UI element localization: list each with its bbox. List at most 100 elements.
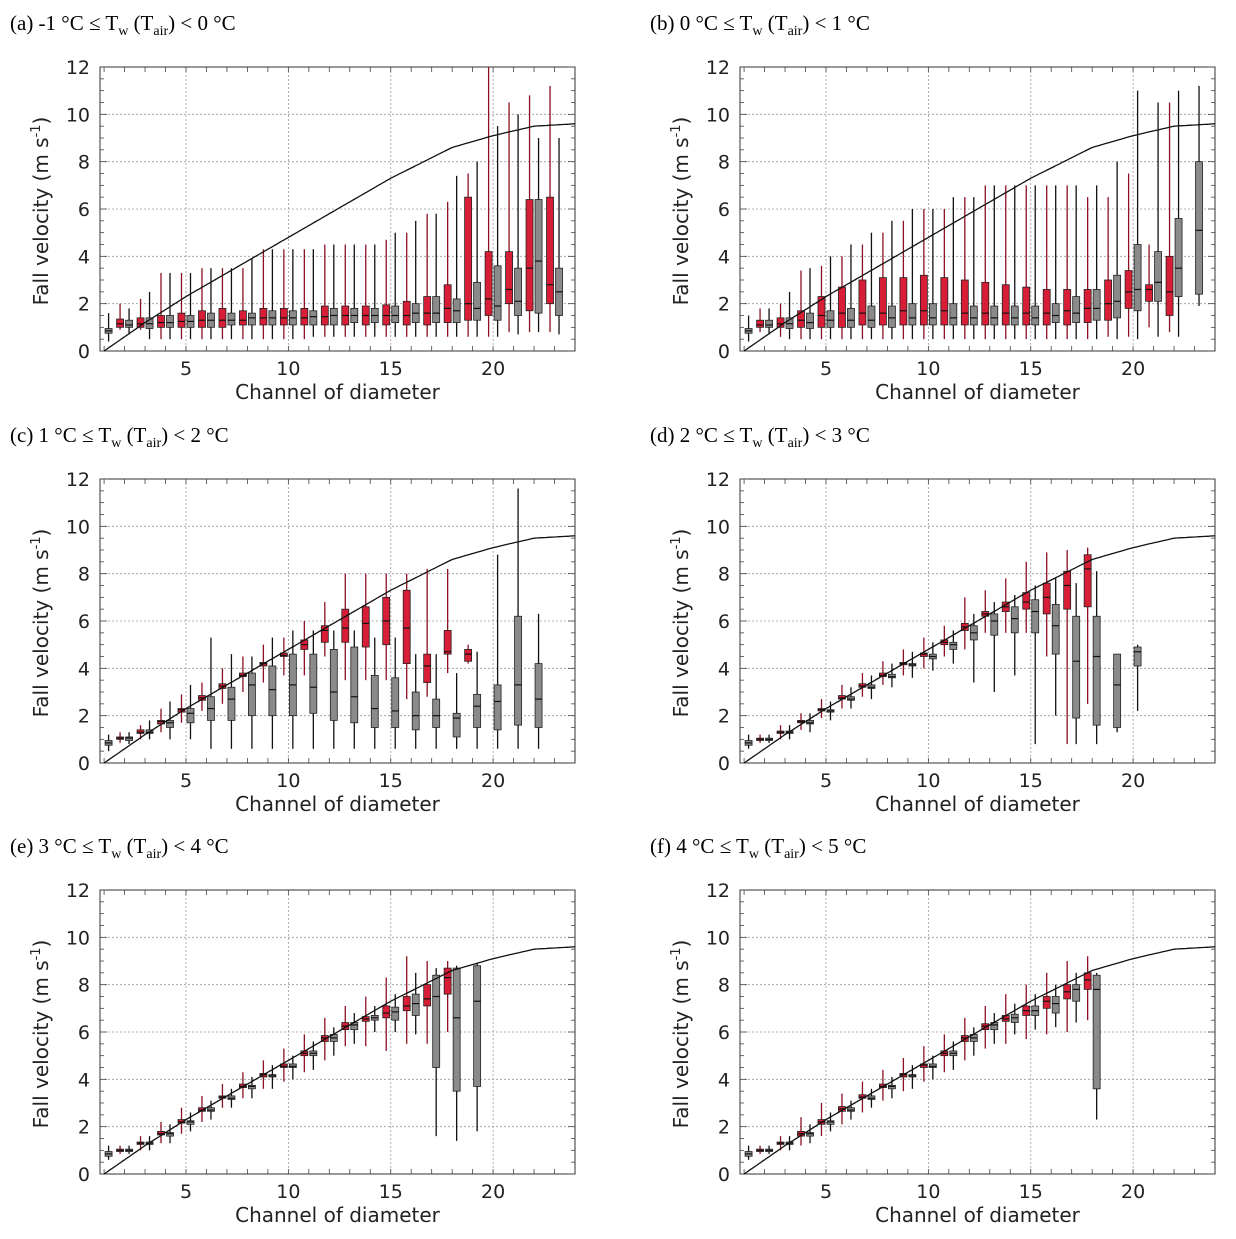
red-box: [525, 199, 534, 312]
panel-title-prefix: (a) -1 °C ≤ T: [10, 11, 118, 35]
panel-title: (c) 1 °C ≤ Tw (Tair) < 2 °C: [10, 423, 229, 451]
y-tick-label: 4: [78, 658, 90, 680]
y-tick-label: 6: [718, 611, 730, 633]
gray-box: [370, 675, 379, 728]
gray-box: [473, 693, 482, 728]
red-box: [361, 606, 370, 648]
y-tick-label: 4: [78, 246, 90, 268]
x-axis-label: Channel of diameter: [875, 1203, 1081, 1227]
gray-box: [514, 615, 522, 726]
panel-title-suffix: ) < 1 °C: [802, 11, 870, 35]
y-axis-label-exponent: -1: [669, 947, 684, 960]
y-tick-label: 8: [78, 975, 90, 997]
red-box: [1145, 284, 1153, 302]
x-tick-label: 20: [1121, 770, 1145, 792]
gray-box: [534, 663, 543, 728]
red-box: [1104, 279, 1113, 321]
y-tick-label: 4: [718, 1069, 730, 1091]
red-box: [218, 307, 227, 328]
y-tick-label: 10: [706, 927, 730, 949]
red-box: [1001, 284, 1010, 326]
y-tick-label: 2: [718, 294, 730, 316]
red-box: [1063, 570, 1072, 610]
y-axis-label-close: ): [669, 117, 693, 125]
gray-box: [350, 646, 359, 724]
y-tick-label: 2: [78, 1117, 90, 1139]
panel-a: (a) -1 °C ≤ Tw (Tair) < 0 °C 0 2 4 6 8 10 12 5 10…: [10, 11, 576, 404]
gray-box: [227, 686, 236, 721]
panel-title-suffix: ) < 0 °C: [168, 11, 236, 35]
panel-title-sub-w: w: [111, 436, 122, 451]
panel-title-sub-w: w: [752, 436, 763, 451]
y-tick-label: 4: [78, 1069, 90, 1091]
panel-f: (f) 4 °C ≤ Tw (Tair) < 5 °C 0 2 4 6 8 10 12 5 10 1…: [650, 834, 1216, 1227]
gray-box: [928, 303, 937, 326]
y-tick-label: 8: [718, 564, 730, 586]
y-axis-label: Fall velocity (m s-1): [669, 940, 693, 1129]
panel-d: (d) 2 °C ≤ Tw (Tair) < 3 °C 0 2 4 6 8 10 12 5 10 1…: [650, 423, 1216, 816]
red-box: [919, 274, 928, 326]
gray-box: [166, 720, 174, 728]
y-axis-label: Fall velocity (m s-1): [669, 117, 693, 306]
gray-box: [1174, 218, 1183, 297]
gray-box: [908, 303, 917, 326]
gray-box: [1072, 296, 1081, 324]
y-tick-label: 10: [706, 516, 730, 538]
panel-title-sub-w: w: [749, 847, 760, 862]
red-box: [1022, 286, 1031, 326]
x-tick-label: 5: [820, 1181, 832, 1203]
gray-box: [1133, 244, 1142, 312]
panel-title: (b) 0 °C ≤ Tw (Tair) < 1 °C: [650, 11, 870, 39]
panel-title-sub-w: w: [111, 847, 122, 862]
x-tick-label: 10: [276, 1181, 300, 1203]
red-box: [1165, 255, 1174, 316]
reference-curve: [743, 535, 1216, 764]
red-box: [858, 279, 867, 326]
panel-c: (c) 1 °C ≤ Tw (Tair) < 2 °C 0 2 4 6 8 10 12 5 10 1…: [10, 423, 576, 816]
y-axis-label: Fall velocity (m s-1): [29, 529, 53, 718]
red-box: [279, 307, 288, 326]
red-box: [320, 305, 329, 326]
y-tick-label: 10: [66, 104, 90, 126]
x-tick-label: 10: [916, 770, 940, 792]
red-box: [505, 251, 513, 305]
y-axis-label-main: Fall velocity (m s: [29, 960, 53, 1128]
y-tick-label: 6: [78, 611, 90, 633]
panel-title-sub-w: w: [752, 24, 763, 39]
y-tick-label: 12: [66, 469, 90, 491]
panel-title-sub-air: air: [788, 436, 803, 451]
red-box: [259, 307, 268, 326]
x-tick-label: 15: [1019, 1181, 1043, 1203]
x-tick-label: 15: [1019, 770, 1043, 792]
reference-curve: [743, 946, 1216, 1175]
gray-box: [452, 712, 461, 738]
panel-title-prefix: (e) 3 °C ≤ T: [10, 834, 111, 858]
red-box: [443, 967, 452, 995]
panel-title-mid: (T: [121, 423, 146, 447]
gray-box: [432, 698, 441, 728]
y-axis-label: Fall velocity (m s-1): [29, 940, 53, 1129]
x-tick-label: 15: [379, 770, 403, 792]
y-tick-label: 6: [78, 1022, 90, 1044]
red-box: [899, 277, 908, 326]
reference-curve: [103, 946, 576, 1175]
panel-title-mid: (T: [763, 11, 788, 35]
y-tick-label: 8: [718, 152, 730, 174]
y-axis-label-main: Fall velocity (m s: [669, 137, 693, 305]
panel-title-prefix: (b) 0 °C ≤ T: [650, 11, 753, 35]
red-box: [443, 284, 452, 324]
gray-box: [1072, 984, 1081, 1002]
gray-box: [452, 967, 461, 1092]
red-box: [817, 296, 826, 328]
red-box: [940, 277, 949, 326]
y-tick-label: 2: [78, 294, 90, 316]
gray-box: [806, 312, 814, 329]
red-box: [423, 296, 432, 326]
gray-box: [1154, 251, 1162, 302]
panel-title: (e) 3 °C ≤ Tw (Tair) < 4 °C: [10, 834, 229, 862]
red-box: [484, 251, 493, 316]
red-box: [423, 653, 432, 683]
y-tick-label: 12: [66, 880, 90, 902]
gray-box: [1031, 599, 1040, 634]
y-axis-label-close: ): [29, 940, 53, 948]
